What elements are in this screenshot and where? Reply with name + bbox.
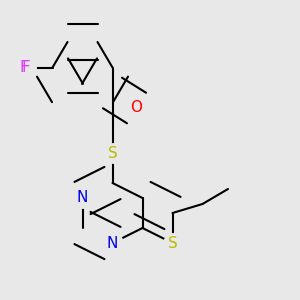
Text: S: S: [108, 146, 117, 160]
Text: N: N: [77, 190, 88, 206]
Text: N: N: [107, 236, 118, 250]
Text: F: F: [21, 60, 30, 75]
Text: F: F: [20, 60, 28, 75]
Text: S: S: [168, 236, 177, 250]
Text: O: O: [130, 100, 142, 116]
